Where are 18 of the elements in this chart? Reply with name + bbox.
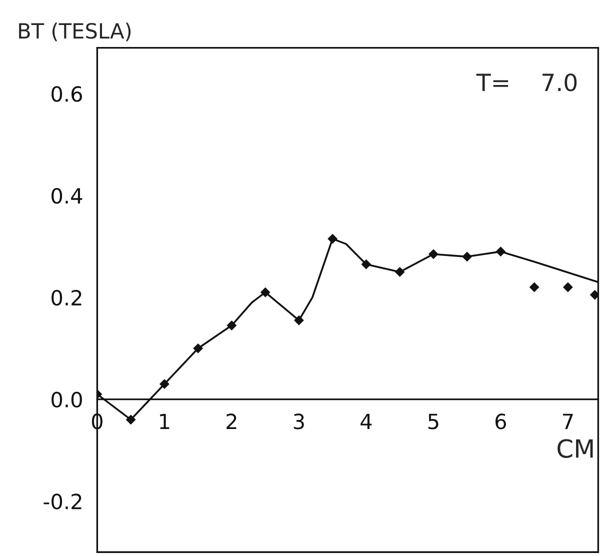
y-tick-label: 0.6 (52, 86, 82, 102)
y-tick-label: 0.4 (52, 188, 82, 204)
point (529, 282, 540, 292)
x-tick-label: 7 (563, 414, 573, 430)
x-tick-label: 1 (160, 414, 170, 430)
y-axis-title: BT (TESLA) (19, 22, 131, 42)
y-tick-label: 0.2 (52, 290, 82, 306)
point (590, 290, 598, 300)
x-tick-label: 5 (428, 414, 438, 430)
x-tick-label: 4 (360, 414, 372, 430)
x-tick-label: 2 (226, 414, 236, 430)
x-tick-label: 6 (496, 414, 506, 430)
y-tick-label: -0.2 (44, 494, 82, 510)
x-axis-title: CM (558, 439, 593, 458)
y-tick-label: 0.0 (52, 392, 82, 408)
annotation: T= 7.0 (476, 73, 577, 92)
point (563, 282, 573, 292)
x-tick-label: 3 (294, 414, 304, 430)
